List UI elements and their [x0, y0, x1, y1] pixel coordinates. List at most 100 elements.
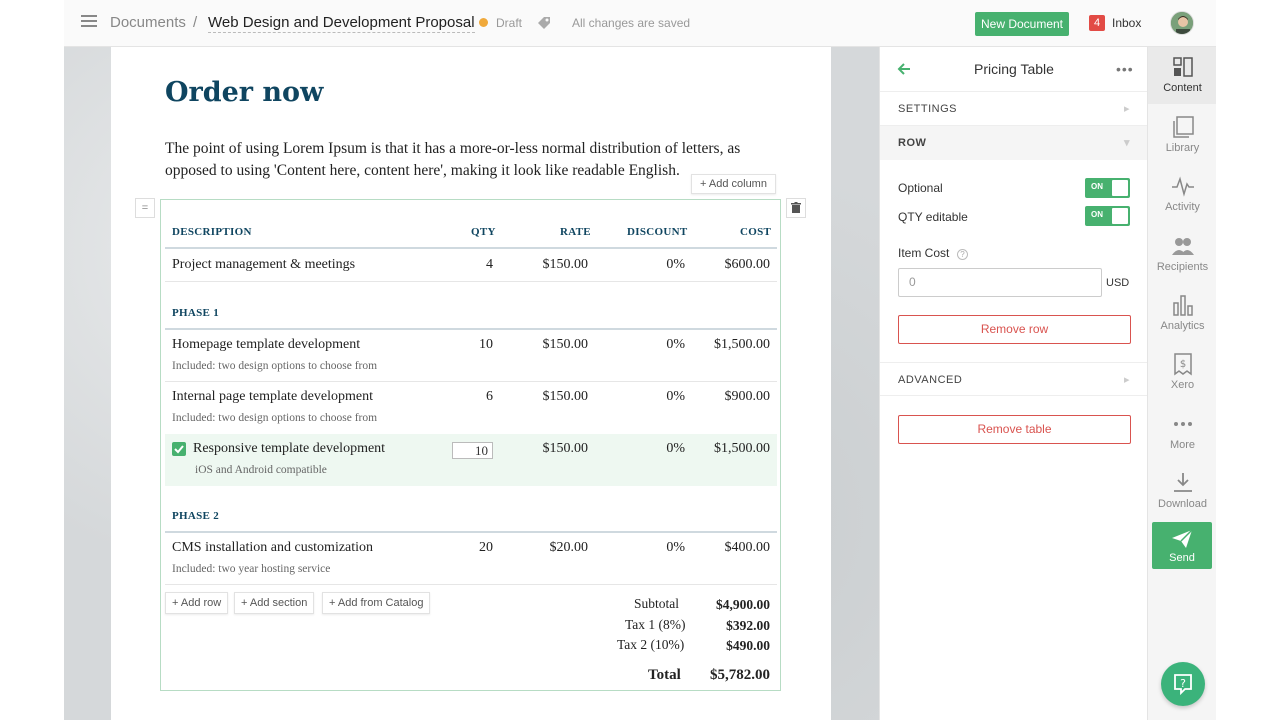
- section-header-phase2[interactable]: PHASE 2: [172, 510, 220, 522]
- user-avatar[interactable]: [1170, 11, 1194, 35]
- sidebar-item-more[interactable]: More: [1148, 404, 1216, 461]
- send-button[interactable]: Send: [1152, 522, 1212, 569]
- subtotal-value: $4,900.00: [716, 597, 770, 612]
- total-value: $5,782.00: [710, 667, 770, 683]
- download-label: Download: [1158, 498, 1207, 510]
- chevron-down-icon: ▾: [1123, 137, 1130, 149]
- row-section[interactable]: ROW ▾: [880, 126, 1148, 160]
- panel-header: Pricing Table •••: [880, 47, 1148, 92]
- row-subtext[interactable]: Included: two design options to choose f…: [172, 360, 378, 372]
- settings-section[interactable]: SETTINGS ▸: [880, 92, 1148, 126]
- toggle-state: ON: [1091, 182, 1103, 191]
- add-section-button[interactable]: + Add section: [234, 592, 315, 614]
- row-rate[interactable]: $20.00: [549, 540, 589, 555]
- tax1-label: Tax 1 (8%): [625, 617, 686, 632]
- row-rate[interactable]: $150.00: [542, 337, 589, 352]
- row-rate[interactable]: $150.00: [542, 441, 589, 456]
- breadcrumb-separator: /: [193, 14, 198, 31]
- svg-text:?: ?: [1180, 677, 1186, 690]
- pricing-table[interactable]: DESCRIPTION QTY RATE DISCOUNT COST Proje…: [160, 199, 781, 691]
- row-discount[interactable]: 0%: [666, 337, 685, 352]
- qty-input[interactable]: 10: [452, 442, 493, 459]
- row-description[interactable]: Internal page template development: [172, 389, 373, 404]
- settings-label: SETTINGS: [898, 103, 958, 115]
- row-discount[interactable]: 0%: [666, 389, 685, 404]
- section-divider: [165, 531, 777, 533]
- more-options-icon[interactable]: •••: [1116, 61, 1134, 77]
- delete-table-icon[interactable]: [786, 198, 806, 218]
- row-section-label: ROW: [898, 137, 927, 149]
- remove-row-button[interactable]: Remove row: [898, 315, 1131, 344]
- add-row-button[interactable]: + Add row: [165, 592, 229, 614]
- new-document-button[interactable]: New Document: [975, 12, 1069, 36]
- row-rate[interactable]: $150.00: [542, 257, 589, 272]
- recipients-label: Recipients: [1156, 261, 1209, 273]
- document-canvas: Order now The point of using Lorem Ipsum…: [64, 47, 879, 720]
- row-qty[interactable]: 20: [479, 540, 493, 555]
- row-description[interactable]: Homepage template development: [172, 337, 361, 352]
- row-subtext[interactable]: Included: two year hosting service: [172, 563, 331, 575]
- right-sidebar: Content Library Activity Recipients Anal…: [1147, 47, 1216, 720]
- inbox-count-badge: 4: [1089, 15, 1105, 31]
- row-subtext[interactable]: Included: two design options to choose f…: [172, 412, 378, 424]
- qty-editable-toggle[interactable]: ON: [1085, 206, 1130, 226]
- column-header-qty: QTY: [471, 226, 496, 238]
- row-divider: [165, 381, 777, 382]
- add-from-catalog-button[interactable]: + Add from Catalog: [322, 592, 431, 614]
- add-column-button[interactable]: + Add column: [691, 174, 776, 194]
- properties-panel: Pricing Table ••• SETTINGS ▸ ROW ▾ Optio…: [879, 47, 1148, 720]
- top-bar: Documents / Web Design and Development P…: [64, 0, 1216, 47]
- sidebar-item-library[interactable]: Library: [1148, 107, 1216, 164]
- analytics-icon: [1172, 295, 1193, 316]
- item-cost-input[interactable]: 0: [898, 268, 1102, 297]
- section-header-phase1[interactable]: PHASE 1: [172, 307, 220, 319]
- help-icon[interactable]: ?: [957, 249, 968, 260]
- row-description[interactable]: CMS installation and customization: [172, 540, 374, 555]
- more-label: More: [1169, 439, 1196, 451]
- sidebar-item-analytics[interactable]: Analytics: [1148, 285, 1216, 342]
- row-rate[interactable]: $150.00: [542, 389, 589, 404]
- sidebar-item-recipients[interactable]: Recipients: [1148, 226, 1216, 283]
- row-discount[interactable]: 0%: [666, 540, 685, 555]
- inbox-link[interactable]: Inbox: [1112, 16, 1142, 30]
- row-qty[interactable]: 6: [486, 389, 493, 404]
- total-label: Total: [648, 667, 681, 683]
- row-description[interactable]: Project management & meetings: [172, 257, 356, 272]
- row-optional-checkbox[interactable]: [172, 442, 186, 456]
- more-icon: [1173, 422, 1192, 426]
- remove-table-button[interactable]: Remove table: [898, 415, 1131, 444]
- row-subtext[interactable]: iOS and Android compatible: [195, 464, 327, 476]
- sidebar-item-content[interactable]: Content: [1148, 47, 1216, 104]
- row-cost: $400.00: [724, 540, 771, 555]
- tax1-value: $392.00: [726, 618, 770, 633]
- drag-handle-icon[interactable]: =: [135, 198, 155, 218]
- row-discount[interactable]: 0%: [666, 441, 685, 456]
- chevron-right-icon: ▸: [1123, 374, 1130, 386]
- help-chat-button[interactable]: ?: [1161, 662, 1205, 706]
- optional-label: Optional: [898, 181, 943, 195]
- page-heading[interactable]: Order now: [165, 77, 324, 108]
- status-label[interactable]: Draft: [496, 16, 523, 30]
- row-qty[interactable]: 4: [486, 257, 493, 272]
- row-cost: $1,500.00: [714, 337, 770, 352]
- row-discount[interactable]: 0%: [666, 257, 685, 272]
- tax2-label: Tax 2 (10%): [617, 637, 685, 652]
- sidebar-item-download[interactable]: Download: [1148, 463, 1216, 520]
- row-description[interactable]: Responsive template development: [193, 441, 386, 456]
- hamburger-menu-icon[interactable]: [81, 15, 97, 29]
- intro-paragraph[interactable]: The point of using Lorem Ipsum is that i…: [165, 140, 741, 179]
- sidebar-item-activity[interactable]: Activity: [1148, 166, 1216, 223]
- row-qty[interactable]: 10: [479, 337, 493, 352]
- advanced-section[interactable]: ADVANCED ▸: [880, 362, 1148, 396]
- document-title[interactable]: Web Design and Development Proposal: [208, 14, 475, 33]
- sidebar-item-xero[interactable]: $ Xero: [1148, 344, 1216, 401]
- breadcrumb-documents[interactable]: Documents: [110, 14, 186, 31]
- back-arrow-icon[interactable]: [896, 61, 912, 77]
- column-header-description: DESCRIPTION: [172, 226, 252, 238]
- section-divider: [165, 328, 777, 330]
- optional-toggle[interactable]: ON: [1085, 178, 1130, 198]
- analytics-label: Analytics: [1160, 320, 1205, 332]
- tag-icon[interactable]: [536, 15, 552, 31]
- toggle-state: ON: [1091, 210, 1103, 219]
- save-status: All changes are saved: [572, 16, 691, 30]
